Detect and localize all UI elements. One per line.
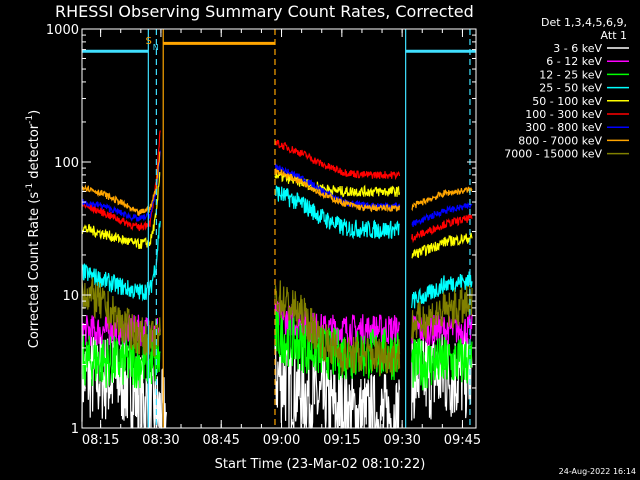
series-7000-15000-kev-trace-0 <box>81 277 161 362</box>
series-50-100-kev-trace-0 <box>81 171 161 250</box>
y-axis-label: Corrected Count Rate (s-1 detector-1) <box>25 110 42 348</box>
series-12-25-kev-trace-2 <box>411 336 473 391</box>
y-tick-label: 10 <box>62 289 79 304</box>
date-stamp: 24-Aug-2022 16:14 <box>559 467 636 476</box>
series-800-7000-kev-trace-1 <box>274 168 401 213</box>
legend-entry-label: 3 - 6 keV <box>553 42 602 55</box>
x-tick-label: 09:00 <box>263 433 300 448</box>
series-25-50-kev-trace-2 <box>411 271 473 309</box>
legend-entry-label: 300 - 800 keV <box>525 121 602 134</box>
x-tick-label: 08:30 <box>142 433 179 448</box>
series-800-7000-kev-trace-0 <box>81 151 161 216</box>
legend-entry-label: 25 - 50 keV <box>539 82 602 95</box>
x-axis-label: Start Time (23-Mar-02 08:10:22) <box>215 457 426 472</box>
y-tick-label: 100 <box>54 156 79 171</box>
series-25-50-kev-trace-1 <box>274 185 400 240</box>
x-tick-label: 09:30 <box>383 433 420 448</box>
legend-entry-label: 12 - 25 keV <box>539 68 602 81</box>
x-tick-label: 08:15 <box>82 433 119 448</box>
series-800-7000-kev-trace-2 <box>411 186 473 212</box>
series-300-800-kev-trace-0 <box>81 150 161 222</box>
series-300-800-kev-trace-2 <box>411 202 473 227</box>
series-100-300-kev-trace-2 <box>411 213 473 244</box>
legend-entry-label: 6 - 12 keV <box>546 55 602 68</box>
chart-title: RHESSI Observing Summary Count Rates, Co… <box>55 2 474 21</box>
series-7000-15000-kev-trace-1 <box>274 280 401 376</box>
series-50-100-kev-trace-2 <box>411 232 473 259</box>
series-6-12-kev-trace-1 <box>274 301 401 348</box>
plot-frame <box>81 28 477 429</box>
legend-entry-label: 50 - 100 keV <box>532 95 602 108</box>
plot-layer: SN <box>81 28 477 429</box>
legend-entry-label: 100 - 300 keV <box>525 108 602 121</box>
flag-n-label: N <box>153 43 159 52</box>
y-tick-label: 1000 <box>46 23 79 38</box>
x-tick-label: 09:45 <box>444 433 481 448</box>
series-6-12-kev-trace-0 <box>81 314 161 347</box>
x-tick-label: 08:45 <box>202 433 239 448</box>
series-7000-15000-kev-trace-2 <box>411 285 473 341</box>
series-12-25-kev-trace-0 <box>81 335 161 389</box>
legend-header-line-2: Att 1 <box>601 29 627 42</box>
legend-entry-label: 7000 - 15000 keV <box>504 148 602 161</box>
x-tick-label: 09:15 <box>323 433 360 448</box>
legend-header-line-1: Det 1,3,4,5,6,9, <box>541 16 627 29</box>
legend-entry-label: 800 - 7000 keV <box>518 134 602 147</box>
flag-s-label: S <box>146 36 152 47</box>
series-100-300-kev-trace-1 <box>274 139 401 181</box>
y-tick-label: 1 <box>71 422 79 437</box>
